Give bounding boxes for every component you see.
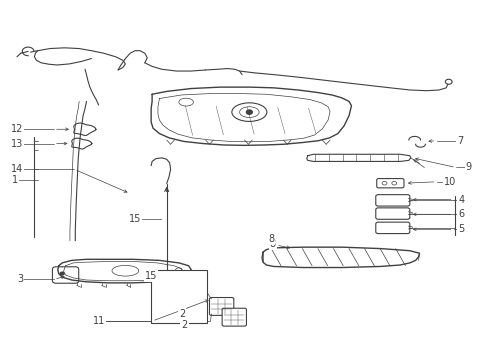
FancyBboxPatch shape [375,195,409,206]
Text: 13: 13 [11,139,23,149]
Text: 12: 12 [11,124,23,134]
Text: 4: 4 [458,195,464,204]
Text: 15: 15 [144,271,157,282]
Text: 5: 5 [458,224,464,234]
Text: 10: 10 [443,177,455,187]
Text: 11: 11 [93,316,105,326]
Text: 6: 6 [458,209,464,219]
FancyBboxPatch shape [222,308,246,326]
Text: 8: 8 [269,239,275,249]
Circle shape [246,110,252,114]
FancyBboxPatch shape [376,179,403,188]
Text: 1: 1 [12,175,18,185]
Text: 7: 7 [457,136,463,146]
FancyBboxPatch shape [375,208,409,219]
Text: 14: 14 [11,164,23,174]
FancyBboxPatch shape [375,222,409,234]
FancyBboxPatch shape [52,267,79,283]
FancyBboxPatch shape [151,270,206,323]
Text: 8: 8 [267,234,274,244]
Text: 9: 9 [465,162,471,172]
Text: 2: 2 [179,309,185,319]
Circle shape [60,272,64,275]
Text: 15: 15 [129,214,141,224]
Text: 3: 3 [17,274,23,284]
FancyBboxPatch shape [209,297,233,315]
Text: 2: 2 [181,320,187,330]
